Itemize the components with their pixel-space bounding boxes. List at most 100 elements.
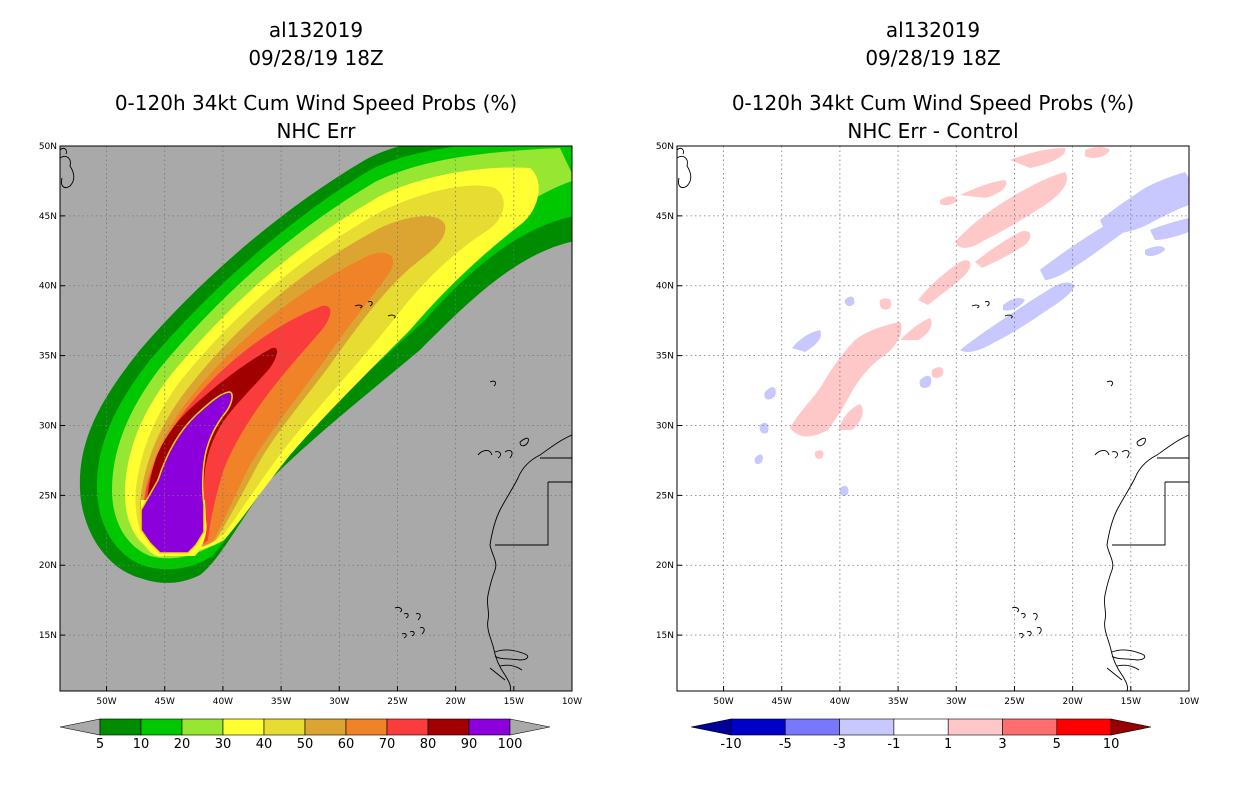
left-colorbar-label: 40 — [256, 737, 273, 752]
left-lat-label: 20N — [39, 561, 57, 571]
right-colorbar-swatch — [784, 718, 840, 736]
left-lat-label: 50N — [39, 142, 57, 152]
right-colorbar-label: 3 — [998, 737, 1006, 752]
left-colorbar-label: 30 — [215, 737, 232, 752]
right-axis-labels: 50W 45W 40W 35W 30W 25W 20W 15W 10W 50N 45N 40N 35N 3… — [656, 142, 1199, 707]
left-colorbar-label: 70 — [379, 737, 396, 752]
right-lat-label: 20N — [656, 561, 674, 571]
right-lon-label: 50W — [713, 697, 733, 707]
right-colorbar-label: -10 — [720, 737, 741, 752]
left-colorbar-swatch — [427, 718, 470, 736]
right-lat-label: 30N — [656, 421, 674, 431]
right-colorbar-swatch — [947, 718, 1003, 736]
left-coastlines — [60, 147, 572, 691]
left-lat-label: 45N — [39, 212, 57, 222]
left-colorbar-swatch — [263, 718, 306, 736]
contour-100pct — [140, 391, 233, 554]
right-colorbar-swatch — [1002, 718, 1058, 736]
left-colorbar-label: 60 — [338, 737, 355, 752]
left-lon-label: 20W — [445, 697, 465, 707]
left-colorbar-label: 10 — [133, 737, 150, 752]
left-lon-label: 35W — [271, 697, 291, 707]
left-colorbar-label: 80 — [420, 737, 437, 752]
left-colorbar-swatch — [304, 718, 347, 736]
right-map-frame — [676, 145, 1190, 692]
left-colorbar-label: 50 — [297, 737, 314, 752]
right-colorbar-swatch — [730, 718, 786, 736]
left-colorbar-label: 20 — [174, 737, 191, 752]
left-colorbar-swatch — [99, 718, 142, 736]
left-map-frame — [59, 145, 573, 692]
right-lon-label: 40W — [830, 697, 850, 707]
right-colorbar-label: -5 — [779, 737, 792, 752]
right-lon-label: 10W — [1179, 697, 1199, 707]
right-lon-label: 30W — [946, 697, 966, 707]
left-colorbar-swatch — [222, 718, 265, 736]
right-datetime: 09/28/19 18Z — [865, 46, 1001, 70]
left-lon-label: 10W — [562, 697, 582, 707]
right-lon-label: 45W — [772, 697, 792, 707]
left-lon-label: 15W — [504, 697, 524, 707]
left-map-grid — [60, 146, 572, 691]
right-map-grid — [677, 146, 1189, 691]
right-lon-label: 35W — [888, 697, 908, 707]
left-lon-label: 45W — [155, 697, 175, 707]
left-colorbar: 5 10 20 30 40 50 60 70 80 90 100 — [59, 718, 551, 752]
left-colorbar-swatch — [181, 718, 224, 736]
left-lat-label: 30N — [39, 421, 57, 431]
left-colorbar-swatch — [468, 718, 511, 736]
negative-difference-patches — [754, 172, 1189, 496]
left-lon-label: 30W — [329, 697, 349, 707]
right-colorbar-swatch — [893, 718, 949, 736]
right-lon-label: 20W — [1062, 697, 1082, 707]
right-colorbar-label: -3 — [833, 737, 846, 752]
right-lat-label: 45N — [656, 212, 674, 222]
right-colorbar-label: 1 — [944, 737, 952, 752]
right-lat-label: 15N — [656, 631, 674, 641]
left-subtitle: NHC Err — [276, 119, 356, 143]
right-colorbar-label: -1 — [887, 737, 900, 752]
right-lat-label: 40N — [656, 282, 674, 292]
left-colorbar-label: 100 — [498, 737, 523, 752]
right-colorbar: -10 -5 -3 -1 1 3 5 10 — [690, 718, 1152, 752]
left-colorbar-label: 5 — [96, 737, 104, 752]
left-lon-label: 25W — [387, 697, 407, 707]
left-colorbar-over-arrow — [509, 718, 551, 736]
right-colorbar-label: 5 — [1053, 737, 1061, 752]
positive-difference-patches — [790, 147, 1110, 459]
right-lat-label: 25N — [656, 491, 674, 501]
left-lon-label: 50W — [96, 697, 116, 707]
right-lat-label: 50N — [656, 142, 674, 152]
right-colorbar-swatch — [839, 718, 895, 736]
right-difference-map — [677, 146, 1189, 691]
left-datetime: 09/28/19 18Z — [248, 46, 384, 70]
right-subtitle: NHC Err - Control — [847, 119, 1019, 143]
left-colorbar-swatch — [345, 718, 388, 736]
right-colorbar-under-arrow — [690, 718, 732, 736]
right-colorbar-over-arrow — [1110, 718, 1152, 736]
left-lat-label: 40N — [39, 282, 57, 292]
right-product-title: 0-120h 34kt Cum Wind Speed Probs (%) — [731, 91, 1135, 115]
left-colorbar-swatch — [386, 718, 429, 736]
right-lon-label: 15W — [1121, 697, 1141, 707]
right-difference-contours — [754, 147, 1189, 496]
left-storm-id: al132019 — [268, 18, 364, 42]
right-coastlines — [677, 147, 1189, 691]
right-lat-label: 35N — [656, 352, 674, 362]
left-probability-map — [60, 146, 572, 691]
left-lat-label: 15N — [39, 631, 57, 641]
left-lat-label: 25N — [39, 491, 57, 501]
left-lat-label: 35N — [39, 352, 57, 362]
left-probability-contours — [79, 146, 572, 583]
left-colorbar-under-arrow — [59, 718, 101, 736]
left-lon-label: 40W — [213, 697, 233, 707]
left-product-title: 0-120h 34kt Cum Wind Speed Probs (%) — [114, 91, 518, 115]
right-colorbar-label: 10 — [1103, 737, 1120, 752]
left-colorbar-swatch — [140, 718, 183, 736]
left-colorbar-label: 90 — [461, 737, 478, 752]
right-colorbar-swatch — [1056, 718, 1112, 736]
left-axis-labels: 50W 45W 40W 35W 30W 25W 20W 15W 10W 50N 45N 40N 35N 3… — [39, 142, 582, 707]
right-storm-id: al132019 — [885, 18, 981, 42]
right-lon-label: 25W — [1004, 697, 1024, 707]
